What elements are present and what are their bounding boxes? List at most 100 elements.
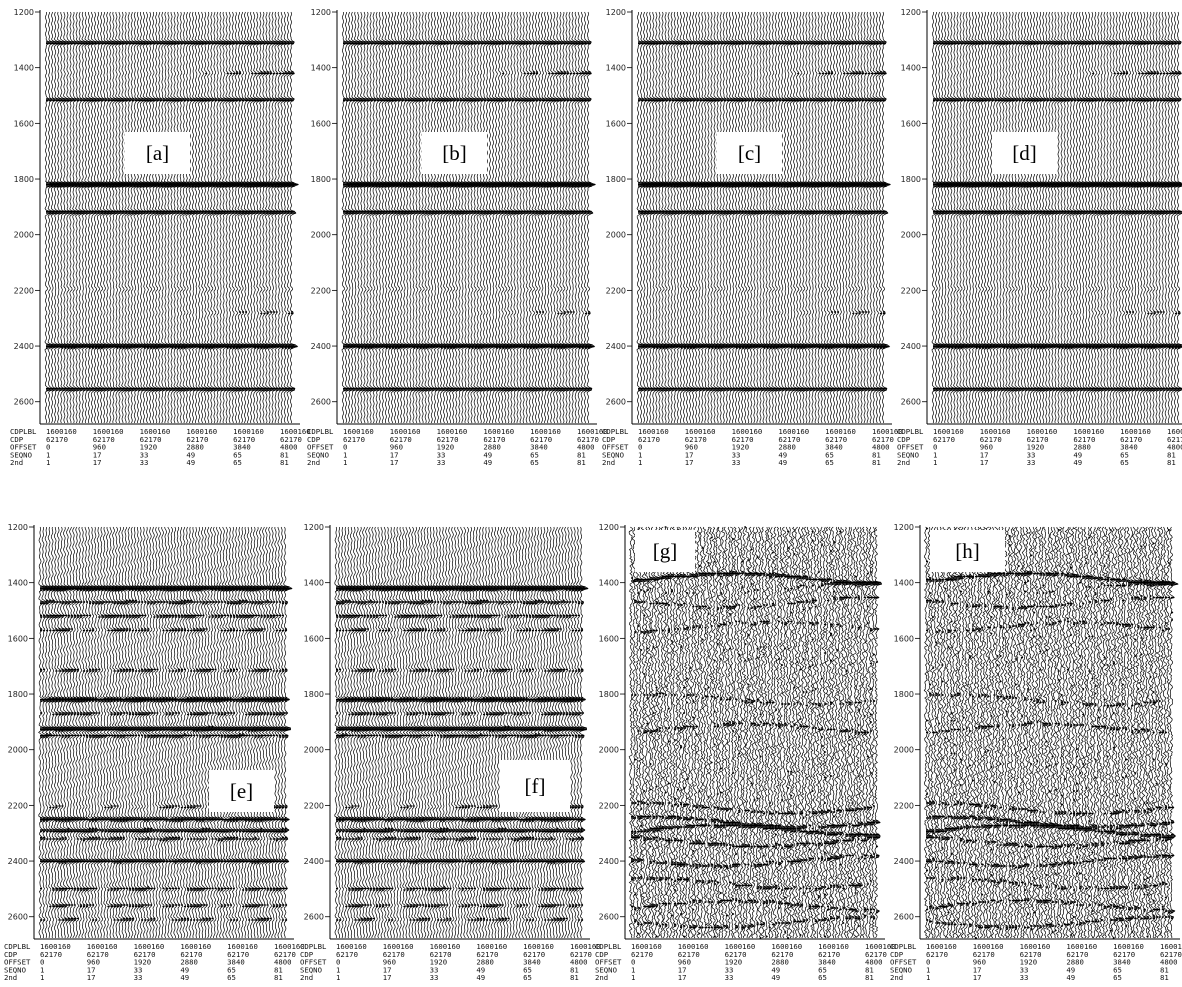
seismic-trace	[943, 11, 955, 424]
header-value: 1	[343, 458, 347, 467]
seismic-trace	[433, 11, 445, 424]
seismic-trace	[1075, 11, 1086, 424]
seismic-trace	[457, 11, 469, 424]
seismic-trace	[549, 11, 561, 424]
seismic-trace	[555, 11, 566, 424]
header-value: 1600160	[280, 427, 311, 436]
seismic-trace	[1038, 11, 1049, 424]
seismic-trace	[531, 11, 541, 424]
seismic-trace	[850, 11, 861, 424]
header-value: 1920	[732, 443, 750, 452]
seismic-trace	[780, 11, 791, 424]
header-value: 960	[390, 443, 403, 452]
seismic-trace	[506, 11, 517, 424]
seismic-trace	[78, 11, 89, 424]
seismic-trace	[559, 11, 569, 424]
trace-group	[341, 11, 597, 424]
seismic-trace	[418, 11, 428, 424]
seismic-trace	[1020, 11, 1031, 424]
header-value: 65	[530, 450, 539, 459]
seismic-trace	[679, 11, 691, 424]
seismic-trace	[1054, 11, 1065, 424]
seismic-trace	[56, 11, 68, 424]
seismic-trace	[84, 11, 96, 424]
seismic-trace	[262, 11, 272, 424]
seismic-trace	[163, 11, 175, 424]
seismic-trace	[1142, 11, 1154, 424]
seismic-trace	[421, 11, 431, 424]
seismic-trace	[482, 11, 493, 424]
time-tick-label: 1400	[14, 64, 34, 73]
header-value: 4800	[280, 443, 298, 452]
seismic-trace	[170, 11, 181, 424]
seismic-trace	[648, 11, 660, 424]
panel-label: [c]	[738, 141, 761, 165]
seismic-trace	[835, 11, 847, 424]
seismic-trace	[777, 11, 788, 424]
seismic-trace	[1161, 11, 1173, 424]
seismic-trace	[160, 11, 172, 424]
seismic-trace	[90, 11, 101, 424]
seismic-trace	[583, 11, 594, 424]
seismic-trace	[1118, 11, 1129, 424]
seismic-trace	[713, 11, 723, 424]
header-key: CDPLBL	[602, 427, 629, 436]
seismic-trace	[661, 11, 671, 424]
seismic-trace	[1008, 11, 1018, 424]
header-value: 1	[46, 450, 50, 459]
seismic-trace	[139, 11, 151, 424]
header-value: 3840	[530, 443, 548, 452]
seismic-trace	[267, 11, 279, 424]
seismic-trace	[1014, 11, 1024, 424]
header-value: 1600160	[483, 427, 514, 436]
header-value: 1600160	[93, 427, 124, 436]
seismic-trace	[1023, 11, 1035, 424]
seismic-trace	[1069, 11, 1079, 424]
header-value: 62170	[343, 435, 365, 444]
seismic-trace	[642, 11, 654, 424]
seismic-trace	[645, 11, 657, 424]
seismic-trace	[953, 11, 963, 424]
seismic-trace	[396, 11, 407, 424]
seismic-trace	[697, 11, 709, 424]
panel-label-box	[422, 132, 487, 174]
seismic-trace	[759, 11, 770, 424]
seismic-trace	[108, 11, 120, 424]
seismic-trace	[167, 11, 178, 424]
header-value: 3840	[825, 443, 843, 452]
seismic-trace	[488, 11, 500, 424]
seismic-trace	[992, 11, 1004, 424]
seismic-trace	[786, 11, 798, 424]
seismic-trace	[206, 11, 217, 424]
header-key: CDP	[602, 435, 616, 444]
seismic-trace	[986, 11, 997, 424]
time-tick-label: 2400	[606, 342, 626, 351]
seismic-trace	[274, 11, 286, 424]
seismic-trace	[258, 11, 269, 424]
seismic-trace	[774, 11, 784, 424]
time-tick-label: 1800	[311, 175, 331, 184]
header-value: 1600160	[390, 427, 421, 436]
time-tick-label: 2200	[14, 286, 34, 295]
seismic-trace	[691, 11, 702, 424]
seismic-trace	[219, 11, 230, 424]
seismic-trace	[53, 11, 65, 424]
seismic-trace	[1047, 11, 1059, 424]
header-value: 1600160	[825, 427, 856, 436]
seismic-trace	[950, 11, 961, 424]
seismic-trace	[1173, 11, 1182, 424]
seismic-trace	[124, 11, 134, 424]
seismic-trace	[439, 11, 451, 424]
header-value: 17	[93, 458, 102, 467]
seismic-trace	[1057, 11, 1068, 424]
header-value: 3840	[233, 443, 251, 452]
header-value: 2880	[186, 443, 204, 452]
seismic-trace	[372, 11, 383, 424]
time-tick-label: 1800	[901, 175, 921, 184]
header-value: 1600160	[140, 427, 171, 436]
seismic-trace	[571, 11, 583, 424]
header-value: 1600160	[343, 427, 374, 436]
seismic-trace	[651, 11, 663, 424]
seismic-trace	[1124, 11, 1135, 424]
